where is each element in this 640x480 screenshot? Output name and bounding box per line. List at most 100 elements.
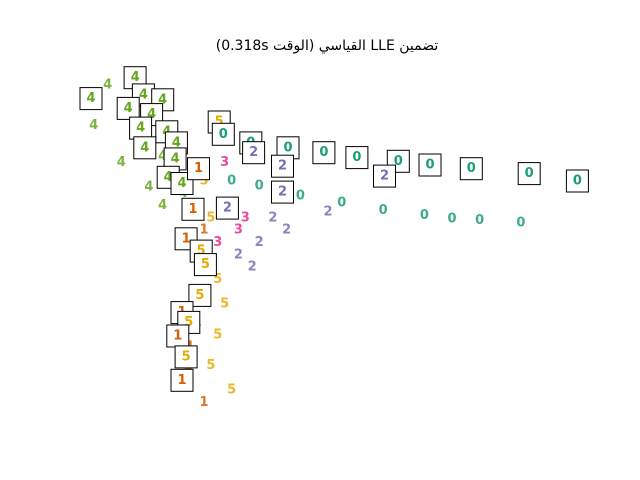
data-point-digit-3: 3 [234,223,243,238]
digit-thumbnail: 4 [129,116,153,140]
thumbnail-digit-1: 1 [188,202,197,217]
data-point-digit-0: 0 [447,212,456,227]
thumbnail-digit-2: 2 [278,185,287,200]
data-point-digit-1: 1 [199,223,208,238]
thumbnail-digit-4: 4 [147,107,156,122]
thumbnail-frame [174,345,198,369]
thumbnail-digit-5: 5 [184,315,193,330]
thumbnail-digit-4: 4 [86,91,95,106]
data-point-digit-2: 2 [248,260,257,275]
data-point-digit-2: 2 [234,247,243,262]
data-point-digit-0: 0 [227,174,236,189]
thumbnail-digit-4: 4 [164,170,173,185]
data-point-digit-5: 5 [213,327,222,342]
thumbnail-frame [188,283,212,307]
data-point-digit-5: 5 [220,297,229,312]
thumbnail-digit-2: 2 [249,145,258,160]
data-point-digit-5: 5 [206,210,215,225]
thumbnail-digit-4: 4 [124,101,133,116]
thumbnail-digit-0: 0 [283,140,292,155]
digit-thumbnail: 5 [174,345,198,369]
chart-title: تضمين LLE القياسي (الوقت 0.318s) [216,38,439,54]
data-point-digit-5: 5 [199,174,208,189]
thumbnail-frame [271,180,294,204]
thumbnail-digit-0: 0 [525,166,534,181]
thumbnail-frame [242,141,266,165]
data-point-digit-5: 5 [213,272,222,287]
data-point-digit-5: 5 [206,358,215,373]
thumbnail-digit-1: 1 [182,231,191,246]
thumbnail-digit-4: 4 [139,87,148,102]
data-point-digit-3: 3 [213,235,222,250]
thumbnail-digit-1: 1 [173,329,182,344]
data-point-digit-2: 2 [268,210,277,225]
thumbnail-digit-4: 4 [136,121,145,136]
digit-thumbnail: 5 [193,253,217,277]
digit-thumbnail: 0 [459,157,483,181]
data-point-digit-3: 3 [220,155,229,170]
thumbnail-digit-4: 4 [140,140,149,155]
thumbnail-digit-2: 2 [380,169,389,184]
thumbnail-digit-5: 5 [197,244,206,259]
thumbnail-frame [170,368,194,392]
thumbnail-digit-0: 0 [394,154,403,169]
thumbnail-digit-2: 2 [223,201,232,216]
data-point-digit-1: 1 [199,395,208,410]
thumbnail-digit-4: 4 [131,70,140,85]
thumbnail-frame [312,141,336,165]
digit-thumbnail: 1 [170,368,194,392]
digit-thumbnail: 2 [215,196,239,220]
digit-thumbnail: 2 [271,180,294,204]
thumbnail-digit-4: 4 [171,151,180,166]
thumbnail-frame [116,96,140,120]
thumbnail-frame [459,157,483,181]
thumbnail-frame [345,146,369,170]
thumbnail-frame [181,197,205,221]
data-point-digit-0: 0 [255,178,264,193]
thumbnail-digit-1: 1 [194,161,203,176]
digit-thumbnail: 0 [418,153,442,177]
data-point-digit-4: 4 [144,180,153,195]
thumbnails-layer: 4444444444444500000000002222211155515151 [79,66,589,392]
thumbnail-frame [373,164,396,188]
thumbnail-digit-0: 0 [219,127,228,142]
thumbnail-frame [418,153,442,177]
data-point-digit-5: 5 [227,383,236,398]
digit-thumbnail: 1 [187,157,210,181]
data-point-digit-4: 4 [158,149,167,164]
digit-thumbnail: 0 [517,162,541,186]
thumbnail-frame [133,136,157,160]
thumbnail-digit-0: 0 [352,150,361,165]
thumbnail-frame [565,169,589,193]
thumbnail-digit-5: 5 [195,288,204,303]
thumbnail-digit-5: 5 [215,115,224,130]
data-point-digit-0: 0 [420,208,429,223]
thumbnail-digit-5: 5 [182,349,191,364]
digit-thumbnail: 2 [373,164,396,188]
data-point-digit-0: 0 [516,215,525,230]
data-point-digit-4: 4 [158,198,167,213]
digit-thumbnail: 0 [312,141,336,165]
data-point-digit-2: 2 [282,223,291,238]
thumbnail-frame [215,196,239,220]
digit-thumbnail: 4 [79,87,103,111]
data-point-digit-2: 2 [255,235,264,250]
thumbnail-digit-4: 4 [158,92,167,107]
thumbnail-digit-4: 4 [172,135,181,150]
digit-thumbnail: 2 [271,154,294,178]
thumbnail-frame [211,122,235,146]
data-point-digit-0: 0 [337,196,346,211]
thumbnail-digit-5: 5 [201,257,210,272]
thumbnail-frame [79,87,103,111]
data-point-digit-2: 2 [323,204,332,219]
digit-thumbnail: 1 [166,324,190,348]
digit-thumbnail: 5 [188,283,212,307]
data-point-digit-4: 4 [117,155,126,170]
thumbnail-frame [517,162,541,186]
digit-thumbnail: 0 [211,122,235,146]
data-point-digit-0: 0 [475,213,484,228]
thumbnail-digit-0: 0 [425,158,434,173]
digit-thumbnail: 1 [181,197,205,221]
data-point-digit-3: 3 [241,210,250,225]
